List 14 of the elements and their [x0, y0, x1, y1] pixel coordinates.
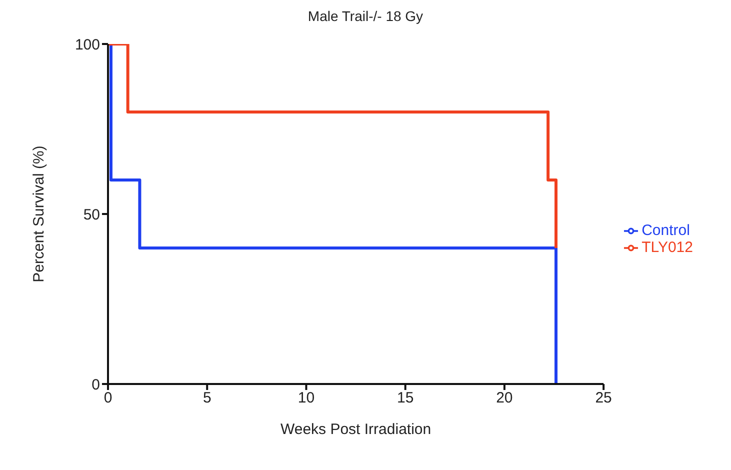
legend-label: Control [642, 222, 690, 239]
x-axis-title: Weeks Post Irradiation [280, 421, 432, 438]
x-tick-label: 5 [202, 390, 212, 407]
y-tick-label: 50 [83, 206, 100, 224]
x-tick-label: 15 [396, 390, 414, 407]
chart-title: Male Trail-/- 18 Gy [306, 8, 424, 24]
legend-label: TLY012 [642, 239, 693, 256]
y-axis-title: Percent Survival (%) [30, 146, 48, 282]
x-tick-label: 25 [595, 390, 612, 407]
x-tick-label: 10 [298, 390, 315, 407]
y-tick-label: 100 [74, 36, 100, 54]
y-tick-label: 0 [92, 376, 100, 394]
x-tick-label: 20 [496, 390, 513, 407]
x-tick-label: 0 [104, 390, 112, 407]
